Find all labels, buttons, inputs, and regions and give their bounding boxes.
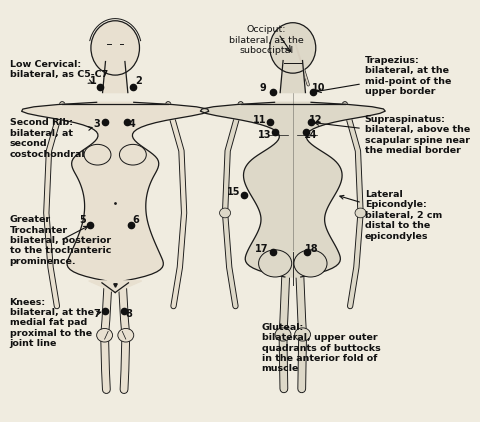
Text: 13: 13 [258, 130, 272, 140]
Text: 11: 11 [253, 115, 267, 125]
Text: 14: 14 [304, 130, 318, 140]
Text: 2: 2 [135, 76, 142, 87]
Text: 6: 6 [132, 215, 139, 225]
Text: Second Rib:
bilateral, at
second
costochondral: Second Rib: bilateral, at second costoch… [10, 118, 92, 159]
Text: 4: 4 [129, 119, 135, 130]
Text: 9: 9 [260, 83, 266, 93]
Ellipse shape [275, 328, 291, 341]
Ellipse shape [118, 328, 134, 342]
Text: 5: 5 [79, 215, 86, 225]
Text: 15: 15 [227, 187, 240, 197]
Text: Low Cervical:
bilateral, as C5-C7: Low Cervical: bilateral, as C5-C7 [10, 60, 108, 83]
Ellipse shape [219, 208, 230, 218]
Ellipse shape [259, 250, 292, 277]
Polygon shape [200, 102, 385, 277]
Text: Gluteal:
bilateral, upper outer
quadrants of buttocks
in the anterior fold of
mu: Gluteal: bilateral, upper outer quadrant… [262, 323, 380, 373]
Ellipse shape [96, 328, 112, 342]
Polygon shape [280, 60, 305, 92]
Text: 8: 8 [125, 308, 132, 319]
Text: 12: 12 [309, 115, 323, 125]
Text: 17: 17 [255, 243, 269, 254]
Text: Occiput:
bilateral, as the
subocciptal: Occiput: bilateral, as the subocciptal [229, 25, 304, 55]
Polygon shape [103, 62, 128, 92]
Text: Greater
Trochanter
bilateral, posterior
to the trochanteric
prominence.: Greater Trochanter bilateral, posterior … [10, 215, 111, 266]
Ellipse shape [295, 328, 311, 341]
Text: 18: 18 [305, 243, 319, 254]
Ellipse shape [84, 144, 111, 165]
Ellipse shape [270, 23, 316, 73]
Ellipse shape [294, 250, 327, 277]
Polygon shape [22, 102, 209, 281]
Text: 1: 1 [90, 76, 96, 87]
Text: 10: 10 [312, 83, 325, 93]
Text: Lateral
Epicondyle:
bilateral, 2 cm
distal to the
epicondyles: Lateral Epicondyle: bilateral, 2 cm dist… [340, 190, 442, 241]
Text: Knees:
bilateral, at the
medial fat pad
proximal to the
joint line: Knees: bilateral, at the medial fat pad … [10, 298, 101, 348]
Text: Trapezius:
bilateral, at the
mid-point of the
upper border: Trapezius: bilateral, at the mid-point o… [317, 56, 451, 96]
Ellipse shape [91, 21, 140, 75]
Polygon shape [89, 281, 142, 292]
Text: 3: 3 [94, 119, 100, 130]
Text: Supraspinatus:
bilateral, above the
scapular spine near
the medial border: Supraspinatus: bilateral, above the scap… [315, 115, 470, 155]
Text: 7: 7 [94, 308, 100, 319]
Ellipse shape [120, 144, 146, 165]
Ellipse shape [355, 208, 366, 218]
